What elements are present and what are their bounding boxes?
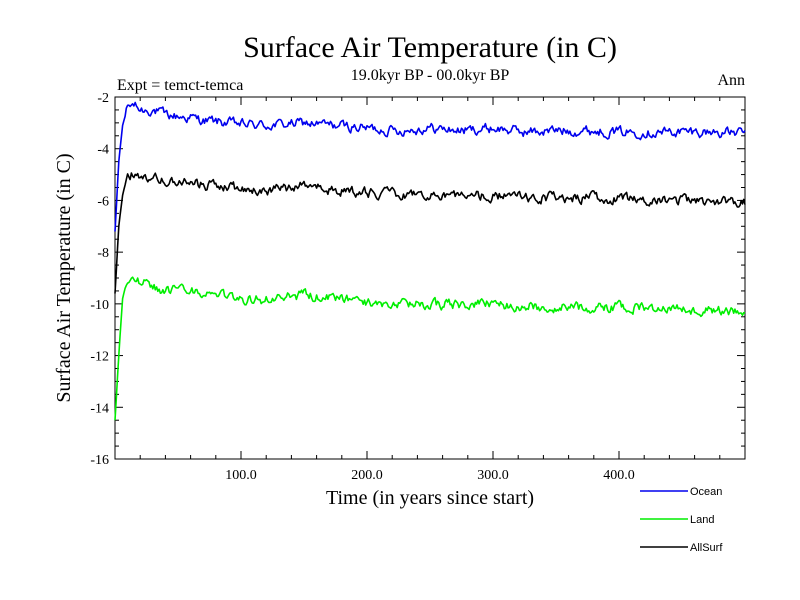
legend-label-allsurf: AllSurf: [690, 542, 723, 554]
x-tick-label: 200.0: [351, 468, 383, 483]
chart-subtitle: 19.0kyr BP - 00.0kyr BP: [351, 67, 510, 84]
legend-label-ocean: Ocean: [690, 486, 722, 498]
y-tick-label: -2: [97, 91, 109, 106]
y-tick-label: -10: [90, 298, 109, 313]
y-tick-label: -12: [90, 350, 109, 365]
legend-label-land: Land: [690, 514, 714, 526]
experiment-label: Expt = temct-temca: [117, 77, 243, 94]
y-tick-label: -14: [90, 401, 109, 416]
series-line-allsurf: [114, 172, 746, 294]
y-tick-label: -4: [97, 143, 109, 158]
y-tick-label: -8: [97, 246, 109, 261]
series-line-ocean: [114, 101, 746, 232]
y-axis-label: Surface Air Temperature (in C): [53, 153, 75, 402]
season-label: Ann: [717, 72, 745, 89]
series-lines: [114, 101, 746, 421]
legend: Ocean Land AllSurf: [640, 486, 723, 554]
y-tick-label: -6: [97, 194, 109, 209]
series-line-land: [114, 276, 746, 421]
x-axis: 100.0 200.0 300.0 400.0: [139, 97, 721, 483]
y-tick-label: -16: [90, 453, 109, 468]
x-tick-label: 100.0: [225, 468, 257, 483]
x-tick-label: 400.0: [603, 468, 635, 483]
y-axis: -16 -14 -12 -10 -8 -6 -4 -2: [90, 91, 745, 468]
chart-title: Surface Air Temperature (in C): [243, 31, 617, 64]
x-tick-label: 300.0: [477, 468, 509, 483]
plot-frame: [114, 96, 746, 460]
x-axis-label: Time (in years since start): [326, 487, 534, 509]
